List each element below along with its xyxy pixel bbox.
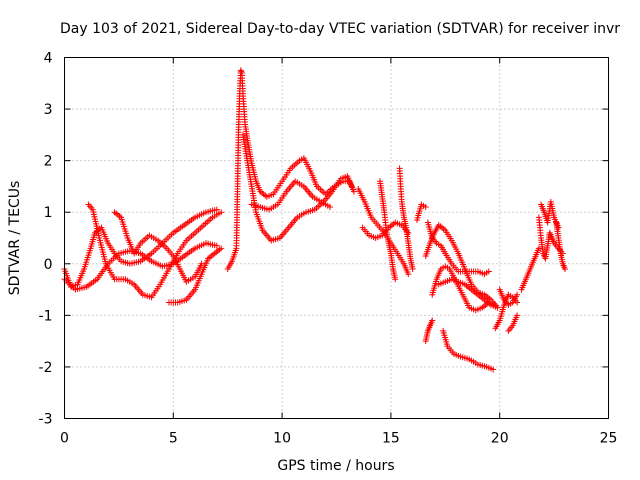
series-track-7 [239, 131, 355, 244]
y-tick-label: 1 [44, 205, 53, 221]
y-tick-label: 3 [44, 102, 53, 118]
series-track-14 [424, 219, 492, 278]
series-track-13 [414, 201, 429, 223]
data-point [218, 209, 225, 216]
series-track-4 [111, 209, 205, 285]
data-point [326, 204, 333, 211]
series-track-19 [435, 276, 501, 311]
x-tick-label: 0 [60, 431, 69, 447]
x-tick-label: 20 [491, 431, 509, 447]
data-point [514, 291, 521, 298]
series-track-8 [248, 178, 333, 213]
x-tick-label: 5 [169, 431, 178, 447]
series-track-25 [538, 198, 562, 231]
data-point [422, 204, 429, 211]
series-track-23 [518, 245, 542, 293]
data-point [213, 206, 220, 213]
series-track-3 [85, 201, 225, 301]
series-track-21 [496, 286, 521, 309]
data-point [561, 265, 568, 272]
data-point [409, 265, 416, 272]
data-markers [61, 67, 568, 373]
data-point [485, 268, 492, 275]
x-tick-label: 15 [382, 431, 400, 447]
data-point [238, 68, 245, 75]
y-tick-label: -3 [39, 412, 53, 428]
y-tick-label: 0 [44, 257, 53, 273]
data-point [535, 245, 542, 252]
data-point [429, 317, 436, 324]
series-track-12 [396, 165, 416, 272]
series-track-17 [422, 317, 436, 345]
x-tick-label: 10 [273, 431, 291, 447]
data-point [213, 242, 220, 249]
y-axis-label: SDTVAR / TECUs [7, 181, 23, 296]
chart-title: Day 103 of 2021, Sidereal Day-to-day VTE… [60, 21, 620, 37]
data-point [392, 276, 399, 283]
data-point [198, 260, 205, 267]
axis-ticks [64, 57, 609, 419]
x-tick-label: 25 [600, 431, 618, 447]
y-tick-label: 2 [44, 154, 53, 170]
data-point [350, 188, 357, 195]
data-point [494, 304, 501, 311]
series-track-5 [165, 245, 225, 306]
series-track-26 [553, 219, 568, 272]
data-point [514, 312, 521, 319]
gridlines [64, 57, 609, 419]
x-axis-label: GPS time / hours [277, 458, 394, 474]
data-point [237, 67, 244, 74]
data-point [348, 183, 355, 190]
series-track-1 [61, 206, 220, 290]
series-track-2 [61, 240, 220, 293]
data-point [490, 366, 497, 373]
data-point [405, 271, 412, 278]
series-track-22 [505, 312, 521, 334]
data-point [218, 245, 225, 252]
x-tick-labels: 0 5 10 15 20 25 [60, 431, 617, 447]
y-tick-labels: -3 -2 -1 0 1 2 3 4 [39, 51, 53, 428]
y-tick-label: -1 [39, 308, 53, 324]
series-track-18 [440, 327, 497, 373]
y-tick-label: 4 [44, 51, 53, 67]
plot-frame [64, 57, 609, 419]
series-track-6 [224, 67, 357, 272]
series-track-11 [377, 178, 399, 283]
y-tick-label: -2 [39, 360, 53, 376]
